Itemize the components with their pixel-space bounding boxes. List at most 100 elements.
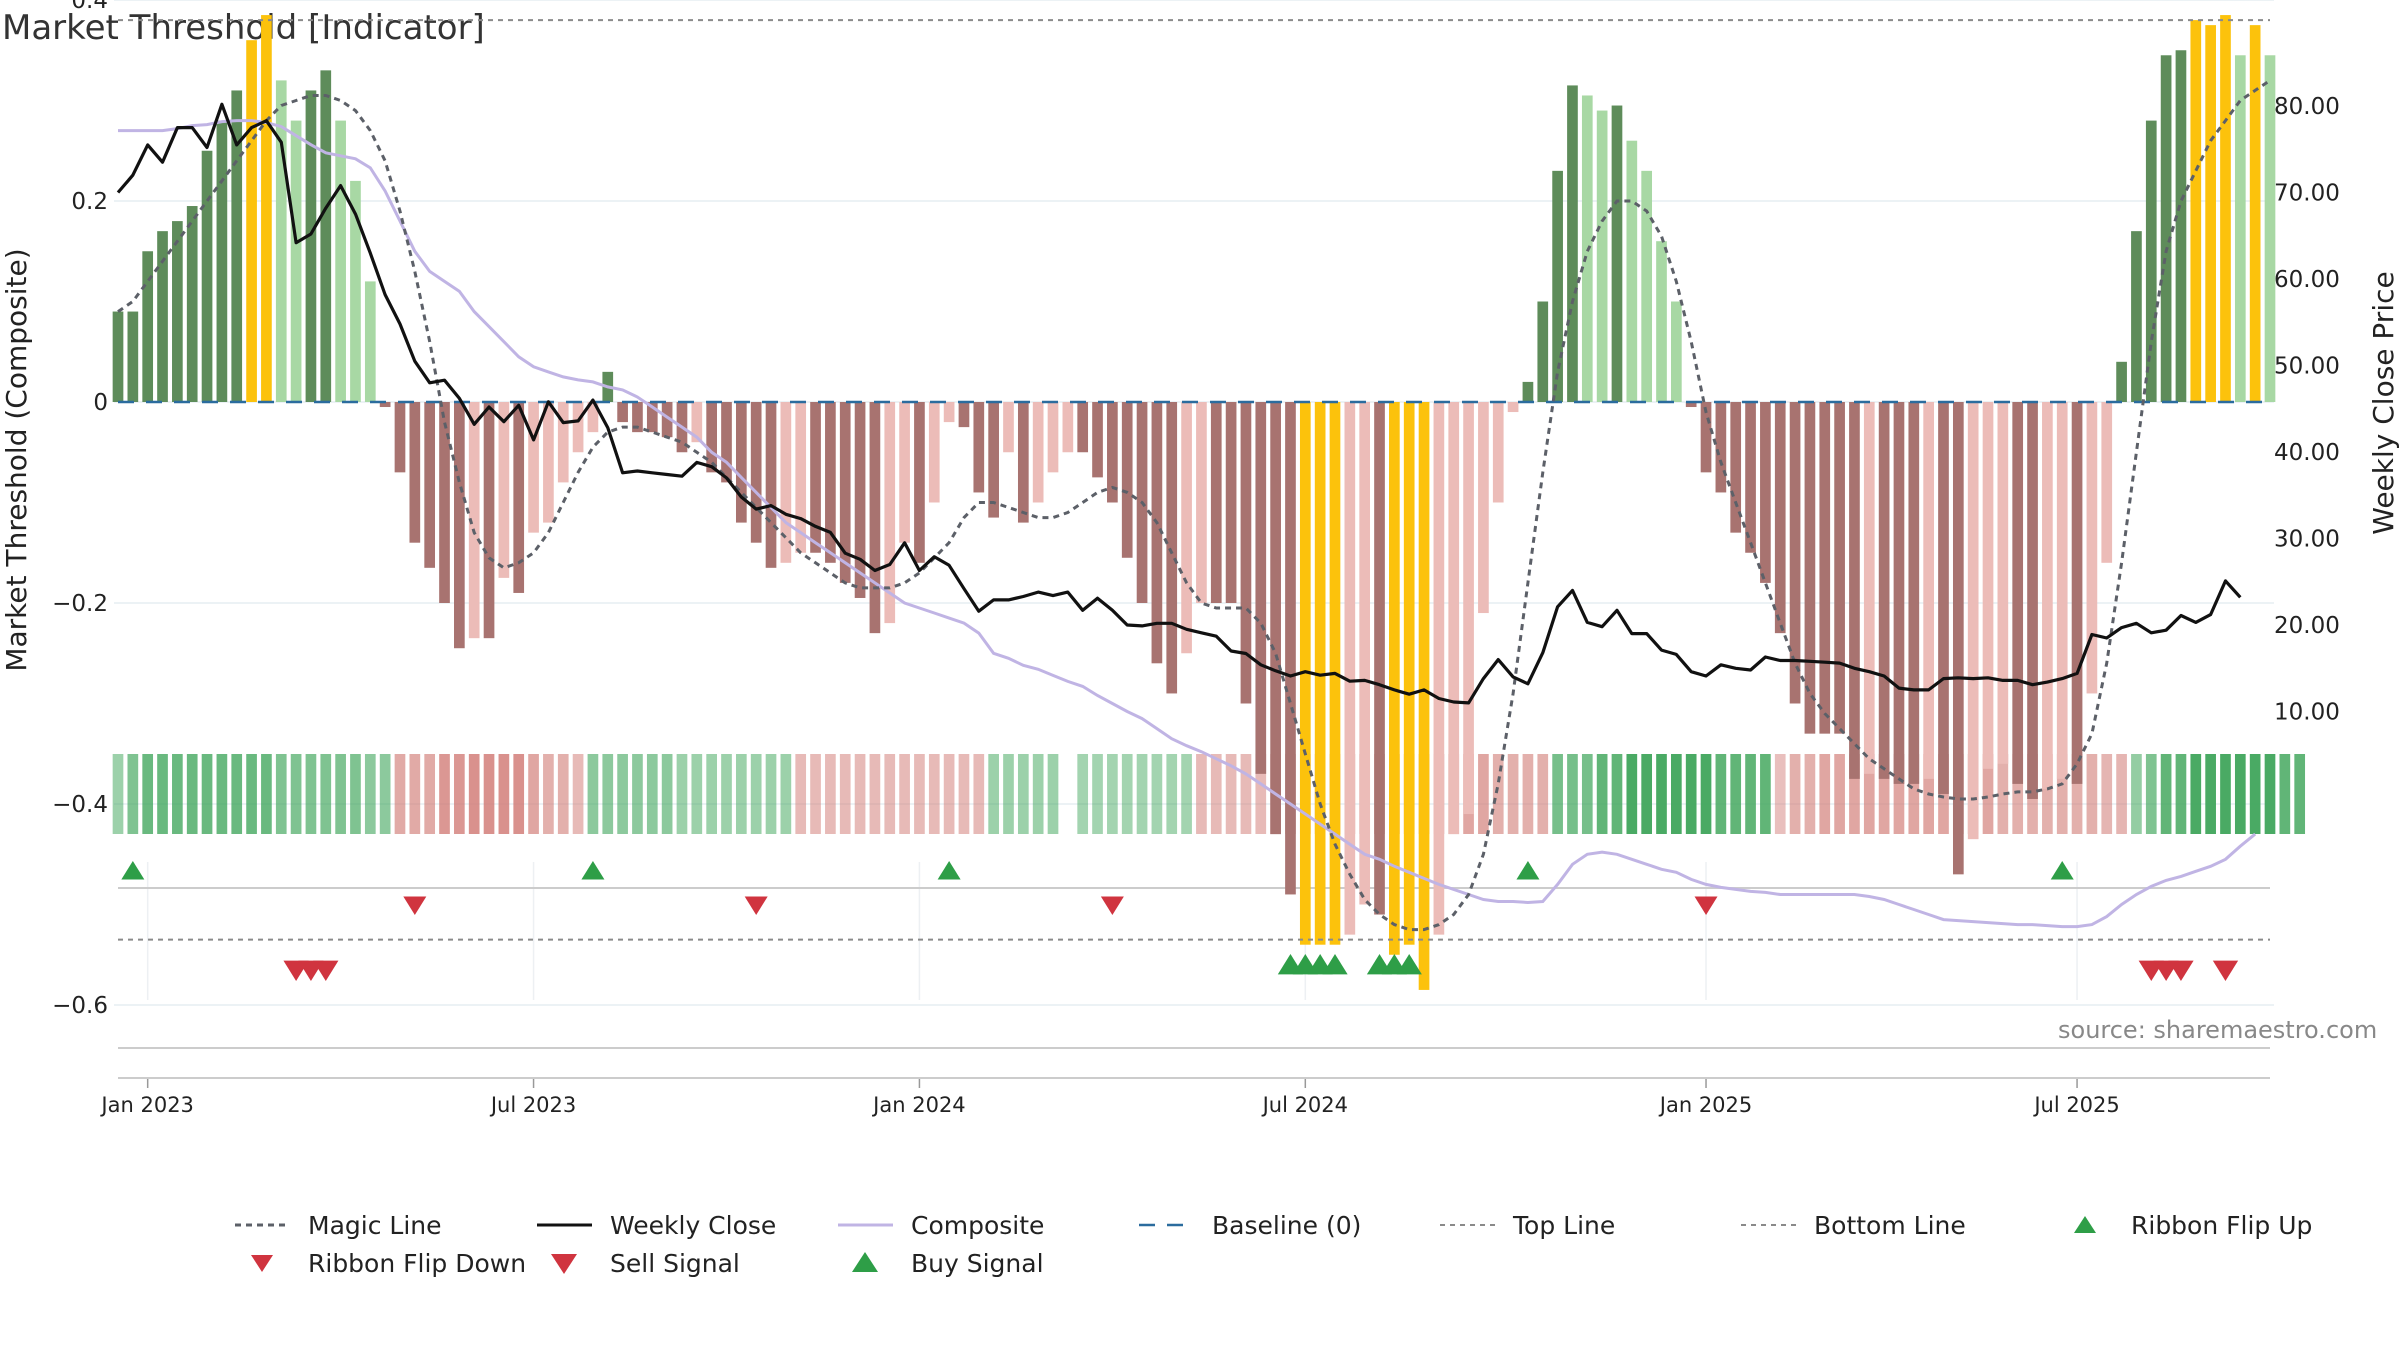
ribbon-layer <box>112 754 2306 834</box>
ribbon-cell <box>364 754 376 834</box>
ribbon-cell <box>1166 754 1178 834</box>
composite-line <box>118 119 2257 929</box>
composite-bar <box>2190 20 2202 402</box>
ribbon-cell <box>1196 754 1207 834</box>
legend-label: Buy Signal <box>911 1249 1044 1278</box>
composite-bar <box>1656 241 1667 402</box>
ribbon-cell <box>1017 754 1029 834</box>
composite-bar <box>305 90 317 402</box>
x-tick-label: Jul 2024 <box>1261 1093 1348 1117</box>
legend-label: Ribbon Flip Up <box>2131 1211 2312 1240</box>
composite-bar <box>142 251 154 402</box>
composite-bar <box>2056 402 2068 779</box>
composite-bar <box>201 150 213 402</box>
y2-tick-label: 30.00 <box>2274 527 2340 553</box>
ribbon-cell <box>1255 754 1267 834</box>
ribbon-cell <box>2294 754 2306 834</box>
composite-bar <box>2042 402 2053 789</box>
composite-bar <box>825 402 836 563</box>
legend-item: Weekly Close <box>537 1211 776 1240</box>
ribbon-cell <box>112 754 124 834</box>
ribbon-cell <box>1863 754 1875 834</box>
composite-bar <box>1863 402 1875 774</box>
composite-bar <box>706 402 717 473</box>
ribbon-cell <box>1492 754 1504 834</box>
ribbon-flip-down-marker <box>744 896 768 915</box>
composite-bar <box>646 402 658 433</box>
composite-bar <box>454 402 465 649</box>
composite-bar <box>1181 402 1192 654</box>
ribbon-cell <box>2056 754 2068 834</box>
ribbon-cell <box>142 754 154 834</box>
composite-bar <box>1255 402 1267 774</box>
y-axis-label: Market Threshold (Composite) <box>0 248 33 671</box>
ribbon-cell <box>750 754 762 834</box>
y-tick-label: 0.2 <box>71 189 108 215</box>
composite-bar <box>1700 402 1712 473</box>
composite-bar <box>1567 85 1578 403</box>
ribbon-cell <box>1730 754 1742 834</box>
ribbon-cell <box>1151 754 1163 834</box>
composite-bar <box>528 402 539 533</box>
ribbon-cell <box>172 754 183 834</box>
ribbon-cell <box>587 754 599 834</box>
legend: Magic Line Weekly Close Composite Baseline … <box>235 1211 2312 1278</box>
ribbon-cell <box>1819 754 1831 834</box>
ribbon-flip-down-marker <box>1100 896 1124 915</box>
ribbon-cell <box>1789 754 1801 834</box>
composite-bar <box>691 402 703 443</box>
composite-bar <box>1596 110 1608 403</box>
ribbon-cell <box>1136 754 1148 834</box>
ribbon-cell <box>350 754 361 834</box>
composite-bar <box>2086 402 2098 694</box>
ribbon-cell <box>246 754 257 834</box>
sell-signal-marker <box>2168 960 2194 981</box>
composite-bar <box>246 40 257 402</box>
ribbon-cell <box>1893 754 1905 834</box>
ribbon-cell <box>2279 754 2291 834</box>
line-layer <box>116 19 2271 941</box>
composite-bar <box>1166 402 1178 694</box>
legend-label: Ribbon Flip Down <box>308 1249 526 1278</box>
composite-bar <box>1151 402 1163 664</box>
ribbon-cell <box>988 754 999 834</box>
source-note: source: sharemaestro.com <box>2058 1016 2378 1044</box>
ribbon-cell <box>646 754 658 834</box>
magic-line <box>117 79 2271 932</box>
ribbon-cell <box>1878 754 1890 834</box>
ribbon-cell <box>513 754 525 834</box>
composite-bar <box>1893 402 1905 784</box>
ribbon-cell <box>320 754 332 834</box>
ribbon-cell <box>290 754 302 834</box>
composite-bar <box>1730 402 1742 533</box>
composite-bar <box>157 231 168 402</box>
ribbon-cell <box>1240 754 1252 834</box>
composite-bar <box>498 402 510 578</box>
composite-bar <box>1641 170 1653 402</box>
y2-tick-label: 60.00 <box>2274 267 2340 293</box>
ribbon-flip-up-marker <box>2050 861 2074 880</box>
composite-bar <box>2027 402 2038 799</box>
ribbon-cell <box>1596 754 1608 834</box>
composite-bar <box>1878 402 1890 779</box>
y2-tick-label: 50.00 <box>2274 354 2340 380</box>
ribbon-cell <box>2160 754 2172 834</box>
composite-bar <box>1507 402 1519 413</box>
composite-bar <box>839 402 851 583</box>
composite-bar <box>928 402 940 503</box>
ribbon-cell <box>1774 754 1786 834</box>
ribbon-cell <box>1997 754 2009 834</box>
composite-bar <box>1849 402 1860 779</box>
composite-bar <box>1314 402 1326 945</box>
composite-bar <box>1463 402 1474 815</box>
composite-bar <box>2145 120 2157 402</box>
composite-bar <box>1403 402 1415 945</box>
composite-bar <box>1522 381 1534 402</box>
composite-bar <box>2101 402 2113 563</box>
composite-bar <box>869 402 881 634</box>
composite-bar <box>2249 25 2261 402</box>
ribbon-cell <box>2249 754 2261 834</box>
ribbon-cell <box>1982 754 1994 834</box>
composite-bar <box>1938 402 1949 794</box>
y2-tick-label: 10.00 <box>2274 700 2340 726</box>
